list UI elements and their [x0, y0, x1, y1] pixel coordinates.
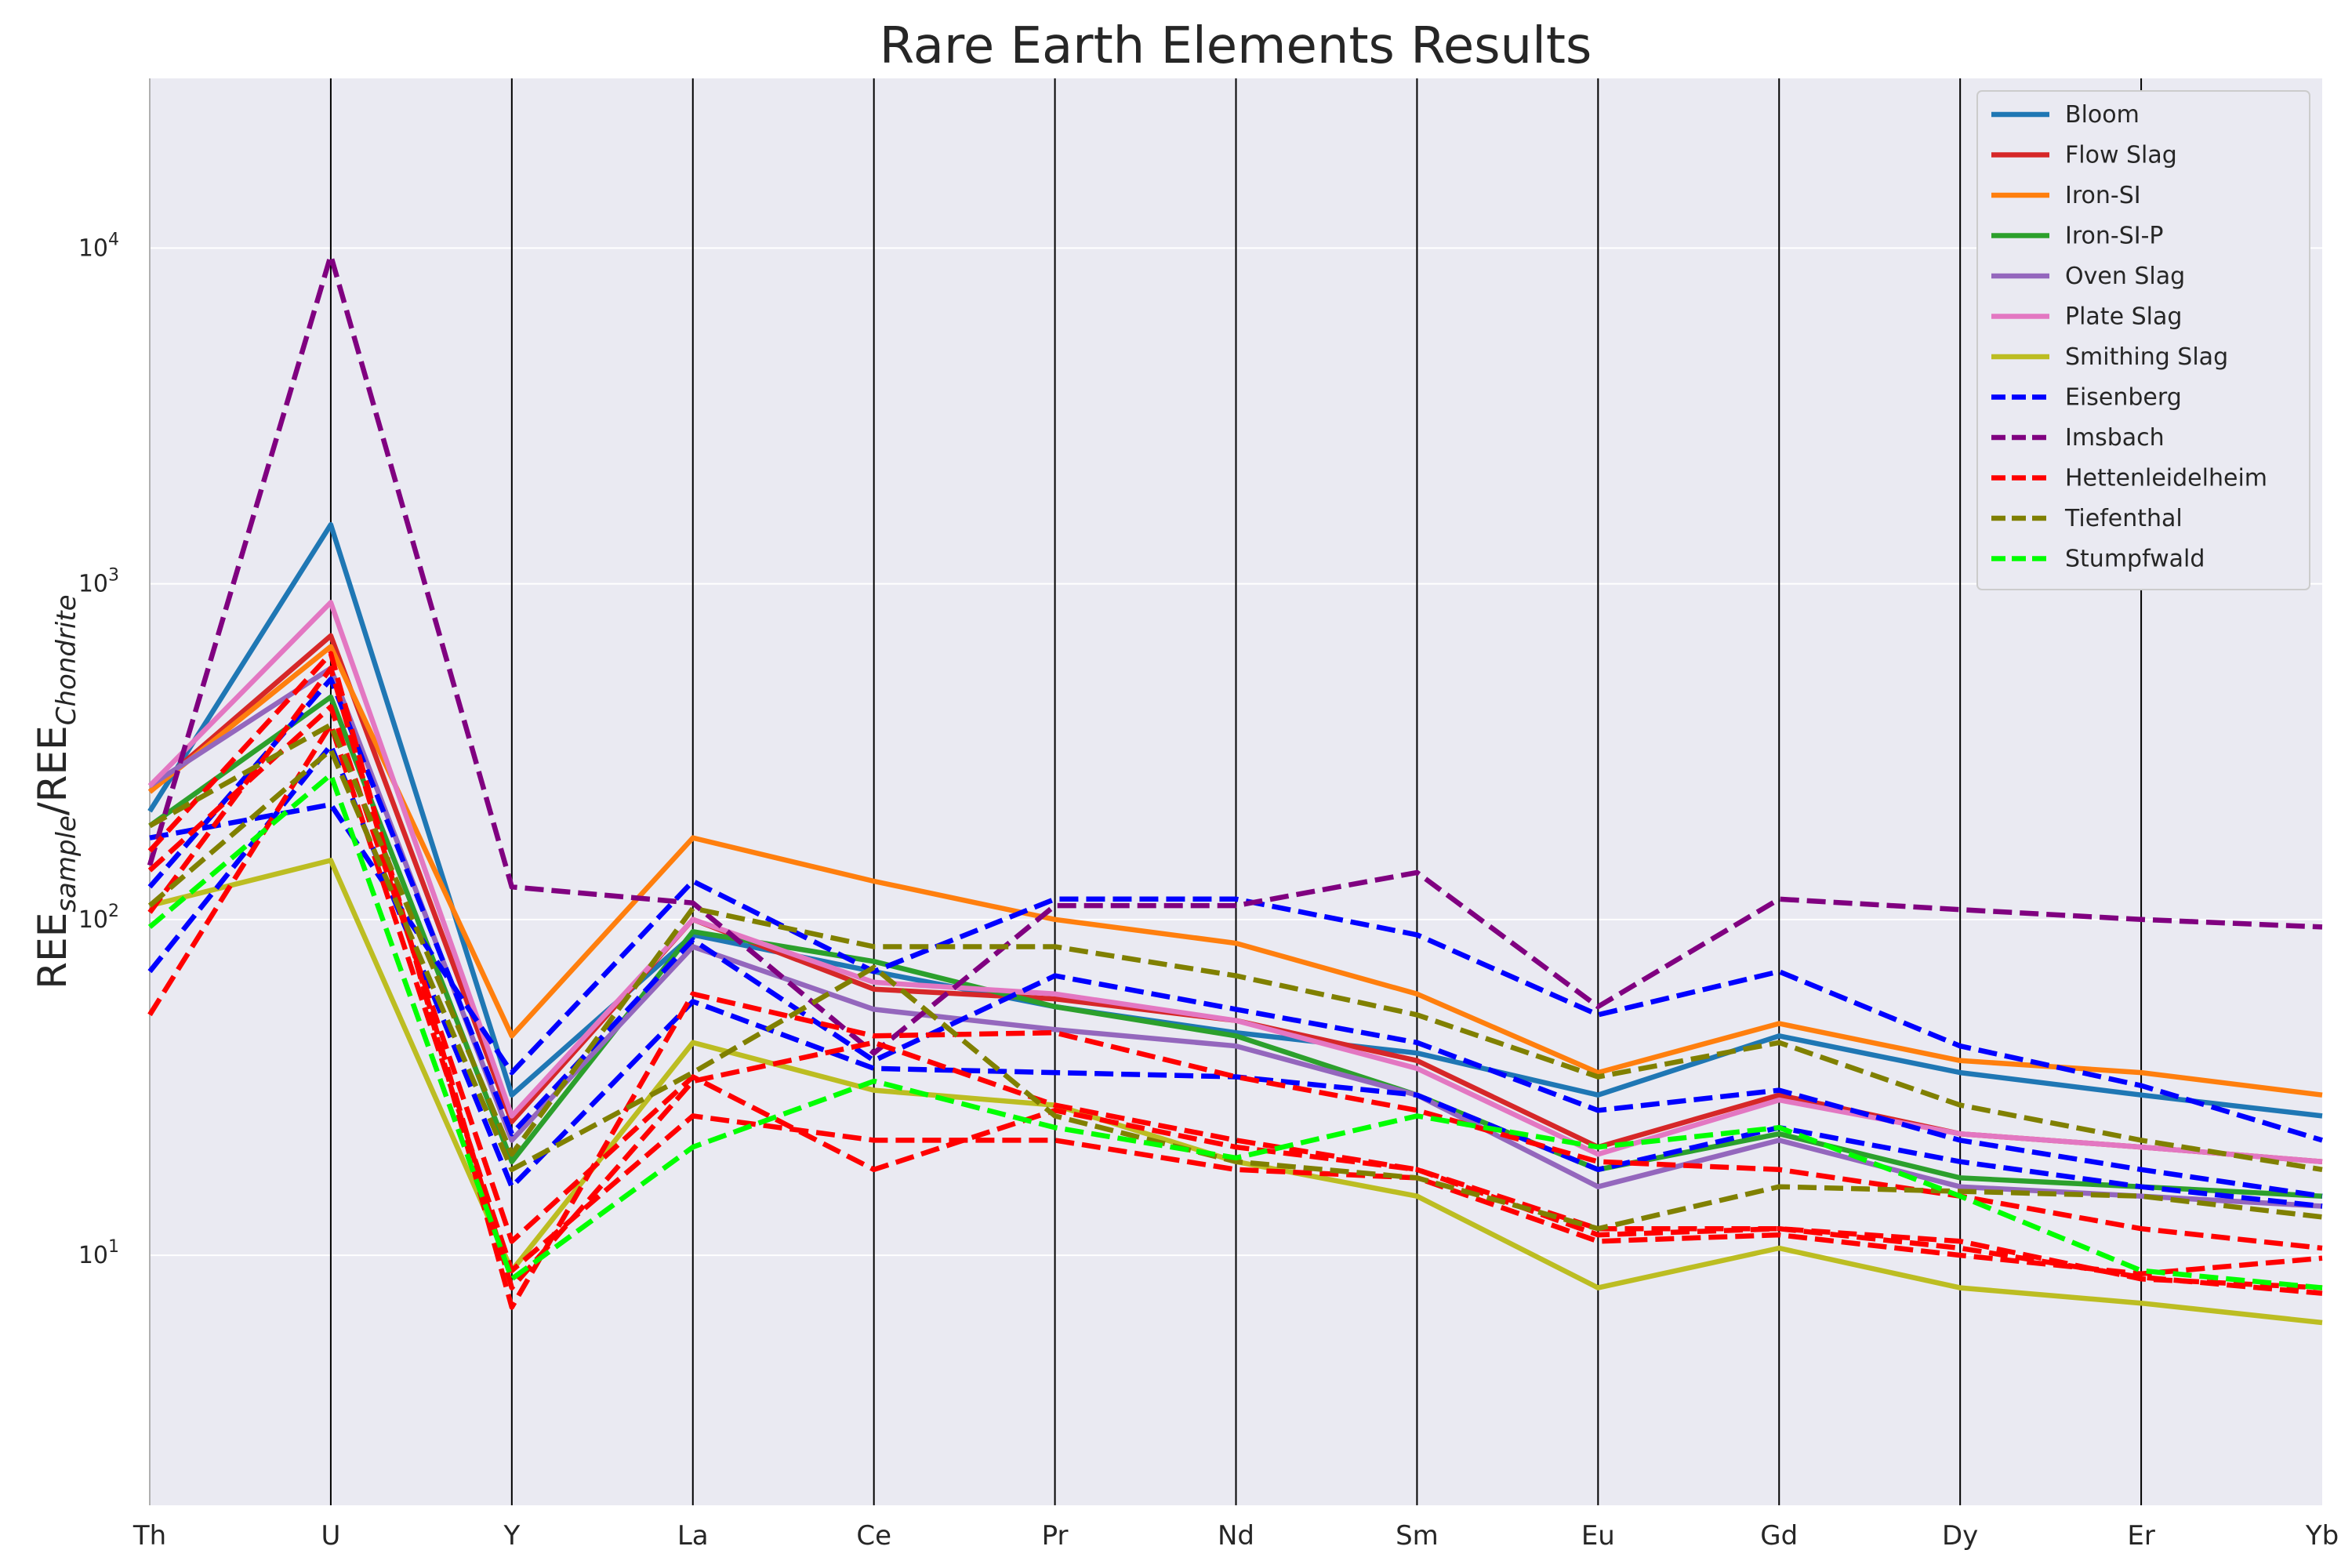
x-tick-label: Nd: [1218, 1520, 1254, 1552]
x-tick-label: Er: [2127, 1520, 2154, 1552]
x-tick-label: Gd: [1760, 1520, 1798, 1552]
series-line: [147, 742, 2323, 1209]
series-line: [147, 644, 2323, 1098]
y-tick-label: 103: [78, 566, 119, 598]
series-line: [149, 801, 2323, 1143]
legend-label: Oven Slag: [2065, 263, 2185, 290]
series-line: [147, 704, 2323, 1296]
chart-title: Rare Earth Elements Results: [880, 17, 1592, 75]
legend-label: Imsbach: [2065, 424, 2165, 452]
x-tick-label: Y: [503, 1520, 520, 1552]
series-line: [148, 722, 2323, 1173]
x-tick-label: Eu: [1581, 1520, 1615, 1552]
series-line: [147, 521, 2323, 1119]
x-tick-labels: Th U Y La Ce Pr Nd Sm Eu Gd Dy Er Yb: [132, 1520, 2339, 1552]
series-line: [147, 747, 2323, 1232]
series-line: [147, 600, 2323, 1164]
legend-label: Tiefenthal: [2064, 505, 2183, 532]
legend-label: Stumpfwald: [2065, 546, 2205, 573]
legend-label: Bloom: [2065, 101, 2140, 129]
legend-label: Flow Slag: [2065, 142, 2177, 169]
series-line: [147, 252, 2323, 1056]
x-tick-label: Pr: [1042, 1520, 1069, 1552]
y-axis-label: REEsample/REEChondrite: [30, 594, 82, 989]
legend-label: Iron-SI-P: [2065, 223, 2164, 250]
series-line: [147, 676, 2323, 1199]
x-tick-label: Dy: [1942, 1520, 1978, 1552]
series-line: [148, 666, 2323, 1209]
legend-label: Smithing Slag: [2065, 343, 2228, 371]
legend-label: Iron-SI: [2065, 182, 2141, 209]
y-tick-label: 101: [78, 1237, 119, 1269]
series-line: [148, 694, 2323, 1199]
x-tick-label: La: [677, 1520, 709, 1552]
legend-label: Plate Slag: [2065, 303, 2182, 331]
legend-box: [1976, 90, 2310, 590]
x-tick-label: Sm: [1396, 1520, 1439, 1552]
legend: Bloom Flow Slag Iron-SI Iron-SI-P Oven Slag P…: [1976, 90, 2310, 590]
legend-label: Eisenberg: [2065, 384, 2182, 412]
x-tick-label: U: [321, 1520, 340, 1552]
x-tick-label: Th: [132, 1520, 166, 1552]
x-tick-label: Ce: [856, 1520, 891, 1552]
series-line: [147, 722, 2323, 1277]
series-line: [147, 666, 2323, 1290]
series-lines: [147, 252, 2323, 1326]
y-tick-label: 102: [78, 902, 119, 934]
legend-label: Hettenleidelheim: [2065, 465, 2267, 492]
y-tick-label: 104: [78, 230, 119, 262]
series-line: [147, 771, 2323, 1290]
y-tick-labels: 101 102 103 104: [78, 230, 119, 1269]
x-tick-label: Yb: [2305, 1520, 2339, 1552]
